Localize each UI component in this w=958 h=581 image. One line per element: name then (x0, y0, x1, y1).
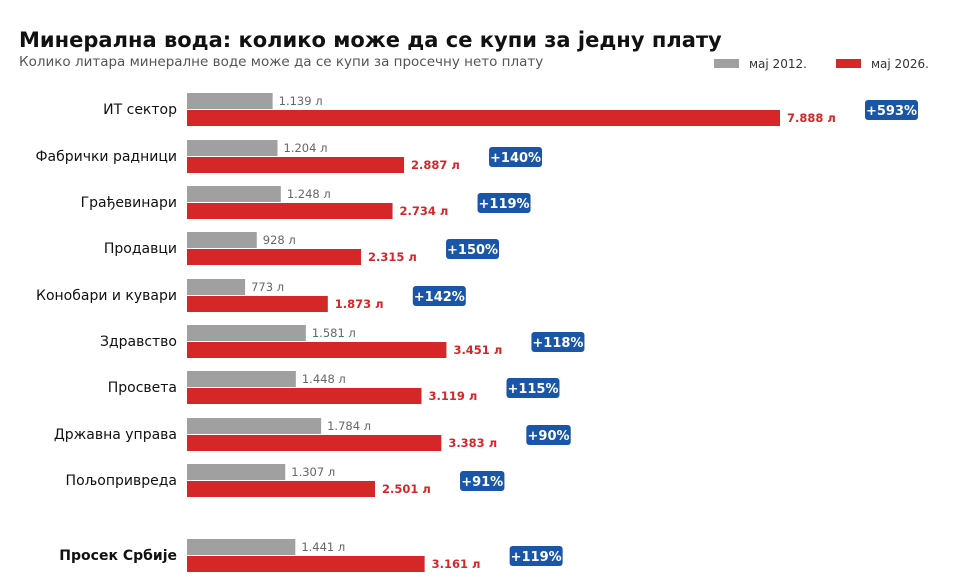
change-badge-label: +119% (511, 550, 562, 565)
bar-2026 (187, 157, 405, 173)
bar-2026 (187, 556, 425, 572)
change-badge (412, 286, 466, 306)
change-badge (509, 546, 563, 566)
bar-2012 (187, 464, 286, 480)
bar-2012-value-label: 1.441 л (301, 540, 345, 554)
change-badge (865, 100, 918, 120)
bar-2012 (187, 232, 257, 248)
category-label: Државна управа (54, 427, 177, 443)
bar-2012 (187, 539, 296, 555)
chart-subtitle: Колико литара минералне воде може да се … (19, 54, 544, 70)
change-badge-label: +91% (461, 475, 503, 490)
category-label: ИТ сектор (103, 102, 177, 118)
change-badge-label: +90% (528, 429, 570, 444)
bar-2026-value-label: 2.315 л (368, 250, 417, 264)
legend-label-2: мај 2026. (871, 57, 929, 71)
change-badge (489, 147, 543, 167)
bar-2012-value-label: 1.204 л (284, 141, 328, 155)
category-label: Пољопривреда (66, 473, 177, 489)
bar-2012-value-label: 1.784 л (327, 419, 371, 433)
change-badge (477, 193, 531, 213)
category-label: Конобари и кувари (36, 288, 177, 304)
bar-2026 (187, 296, 328, 312)
bar-2012-value-label: 773 л (251, 280, 284, 294)
change-badge (526, 425, 571, 445)
category-label: Грађевинари (81, 195, 177, 211)
change-badge-label: +118% (532, 336, 583, 351)
bar-2012-value-label: 1.307 л (291, 465, 335, 479)
bar-2012 (187, 371, 296, 387)
bar-2012-value-label: 928 л (263, 233, 296, 247)
bar-2012 (187, 140, 278, 156)
bar-2012 (187, 186, 281, 202)
bar-2012-value-label: 1.581 л (312, 326, 356, 340)
bar-2026-value-label: 2.734 л (400, 204, 449, 218)
change-badge (506, 378, 560, 398)
bar-2026-value-label: 3.383 л (448, 436, 497, 450)
category-label: Фабрички радници (35, 149, 177, 165)
bar-2012 (187, 93, 273, 109)
bar-2026 (187, 435, 442, 451)
legend-swatch-2 (836, 59, 861, 68)
bar-2026-value-label: 3.119 л (428, 389, 477, 403)
chart-title: Минерална вода: колико може да се купи з… (19, 28, 722, 52)
bar-2026 (187, 481, 376, 497)
legend-label-1: мај 2012. (749, 57, 807, 71)
bar-2026-value-label: 2.501 л (382, 482, 431, 496)
bar-2026-value-label: 7.888 л (787, 111, 836, 125)
bar-2026-value-label: 3.451 л (453, 343, 502, 357)
bar-2012 (187, 279, 246, 295)
bar-2026-value-label: 3.161 л (432, 557, 481, 571)
bar-2026 (187, 388, 422, 404)
category-label: Продавци (104, 241, 177, 257)
bar-2026-value-label: 2.887 л (411, 158, 460, 172)
change-badge-label: +140% (490, 151, 541, 166)
bar-2026 (187, 203, 393, 219)
change-badge-label: +150% (447, 243, 498, 258)
bar-2026 (187, 110, 780, 126)
change-badge (531, 332, 585, 352)
change-badge-label: +593% (866, 104, 917, 119)
bar-2026 (187, 249, 362, 265)
category-label: Просек Србије (59, 548, 177, 564)
category-label: Здравство (100, 334, 177, 350)
legend-swatch-1 (714, 59, 739, 68)
category-label: Просвета (108, 380, 177, 396)
change-badge-label: +115% (507, 382, 558, 397)
change-badge-label: +142% (414, 290, 465, 305)
bar-2012-value-label: 1.139 л (279, 94, 323, 108)
bar-2026 (187, 342, 447, 358)
bar-2026-value-label: 1.873 л (335, 297, 384, 311)
change-badge-label: +119% (479, 197, 530, 212)
bar-2012 (187, 325, 306, 341)
bar-2012-value-label: 1.448 л (302, 372, 346, 386)
change-badge (460, 471, 505, 491)
bar-2012-value-label: 1.248 л (287, 187, 331, 201)
change-badge (446, 239, 500, 259)
bar-2012 (187, 418, 322, 434)
